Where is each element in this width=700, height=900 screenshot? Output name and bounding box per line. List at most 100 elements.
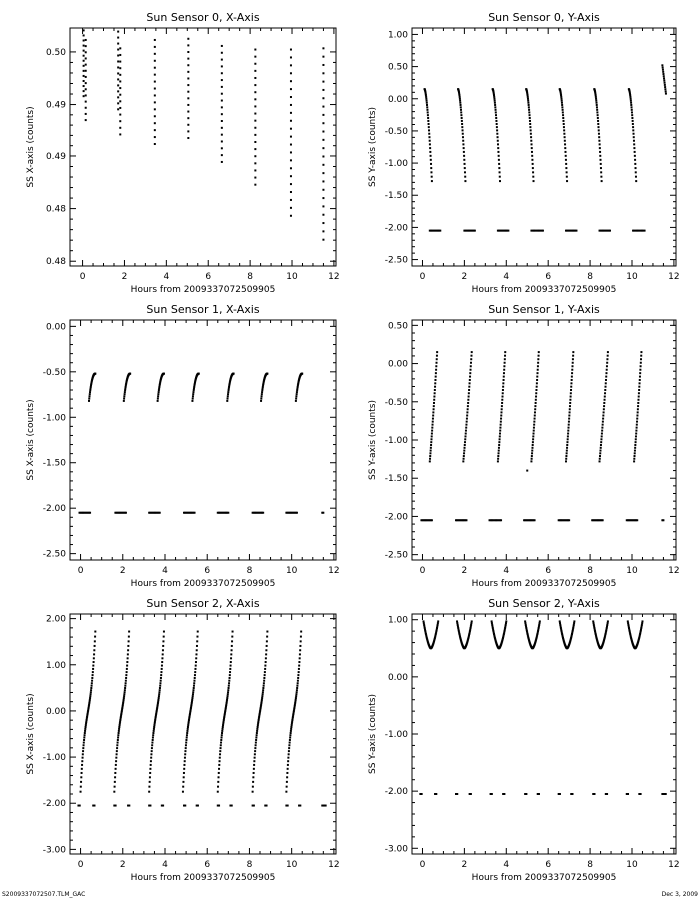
data-point <box>496 519 499 522</box>
data-point <box>600 435 603 438</box>
data-point <box>463 171 466 174</box>
data-point <box>498 435 501 438</box>
footer-date: Dec 3, 2009 <box>661 891 698 898</box>
data-point <box>85 719 88 722</box>
data-point <box>627 625 630 628</box>
data-point <box>426 639 429 642</box>
data-point <box>458 94 461 97</box>
y-tick-label: -1.50 <box>43 459 67 469</box>
data-point <box>434 634 437 637</box>
data-point <box>253 756 256 759</box>
data-point <box>639 361 642 364</box>
data-point <box>116 511 119 514</box>
data-point <box>119 53 122 56</box>
data-point <box>501 398 504 401</box>
data-point <box>634 167 637 170</box>
x-axis-label: Hours from 2009337072509905 <box>472 579 617 589</box>
data-point <box>263 679 266 682</box>
data-point <box>221 727 224 730</box>
data-point <box>570 635 573 638</box>
data-point <box>159 381 162 384</box>
data-point <box>425 99 428 102</box>
data-point <box>469 365 472 368</box>
data-point <box>123 395 126 398</box>
data-point <box>636 417 639 420</box>
data-point <box>598 457 601 460</box>
data-point <box>633 452 636 455</box>
data-point <box>124 389 127 392</box>
data-point <box>628 627 631 630</box>
data-point <box>88 399 90 402</box>
data-point <box>569 640 572 643</box>
data-point <box>123 689 126 692</box>
data-point <box>289 143 292 146</box>
x-tick-label: 10 <box>626 272 638 282</box>
plot-frame <box>69 27 337 267</box>
data-point <box>117 734 120 737</box>
data-point <box>594 631 597 634</box>
data-point <box>596 116 599 119</box>
data-point <box>530 519 533 522</box>
data-point <box>226 697 229 700</box>
data-point <box>295 691 298 694</box>
data-point <box>88 397 91 400</box>
x-tick-label: 0 <box>420 272 426 282</box>
x-tick-label: 6 <box>545 566 551 576</box>
data-point <box>469 625 472 628</box>
data-point <box>157 393 160 396</box>
plot-frame <box>411 27 677 267</box>
data-point <box>538 622 541 625</box>
data-point <box>492 631 495 634</box>
data-point <box>220 79 223 82</box>
y-tick-label: -1.00 <box>385 159 409 169</box>
data-point <box>254 744 257 747</box>
data-point <box>638 636 641 639</box>
data-point <box>459 106 462 109</box>
data-point <box>534 641 537 644</box>
data-point <box>433 395 436 398</box>
data-point <box>598 143 601 146</box>
data-point <box>563 132 566 135</box>
data-point <box>469 793 472 795</box>
data-point <box>562 639 565 642</box>
data-point <box>322 63 325 66</box>
data-point <box>182 776 185 779</box>
data-point <box>217 776 220 779</box>
data-point <box>606 620 609 623</box>
data-point <box>468 630 471 633</box>
data-point <box>230 649 233 652</box>
data-point <box>630 101 633 104</box>
data-point <box>196 635 199 638</box>
data-point <box>532 175 535 178</box>
data-point <box>296 384 299 387</box>
data-point <box>117 60 120 63</box>
data-point <box>184 804 187 807</box>
data-point <box>500 405 503 408</box>
data-point <box>82 79 85 82</box>
data-point <box>299 649 302 652</box>
y-tick-label: 2.00 <box>46 615 66 625</box>
data-point <box>252 780 255 783</box>
data-point <box>120 712 123 715</box>
data-point <box>120 711 123 714</box>
data-point <box>524 622 527 625</box>
data-point <box>251 790 254 793</box>
x-tick-label: 4 <box>503 272 509 282</box>
data-point <box>297 382 300 385</box>
data-point <box>149 763 152 766</box>
data-point <box>153 720 156 723</box>
data-point <box>297 380 300 383</box>
data-point <box>148 776 151 779</box>
data-point <box>419 793 422 795</box>
data-point <box>425 519 428 522</box>
data-point <box>428 136 431 139</box>
data-point <box>254 140 257 143</box>
data-point <box>293 511 296 514</box>
y-tick-label: -2.00 <box>385 787 409 797</box>
data-point <box>119 133 122 136</box>
data-point <box>425 636 428 639</box>
data-point <box>537 630 540 633</box>
data-point <box>426 519 429 522</box>
data-point <box>262 682 265 685</box>
data-point <box>192 691 195 694</box>
